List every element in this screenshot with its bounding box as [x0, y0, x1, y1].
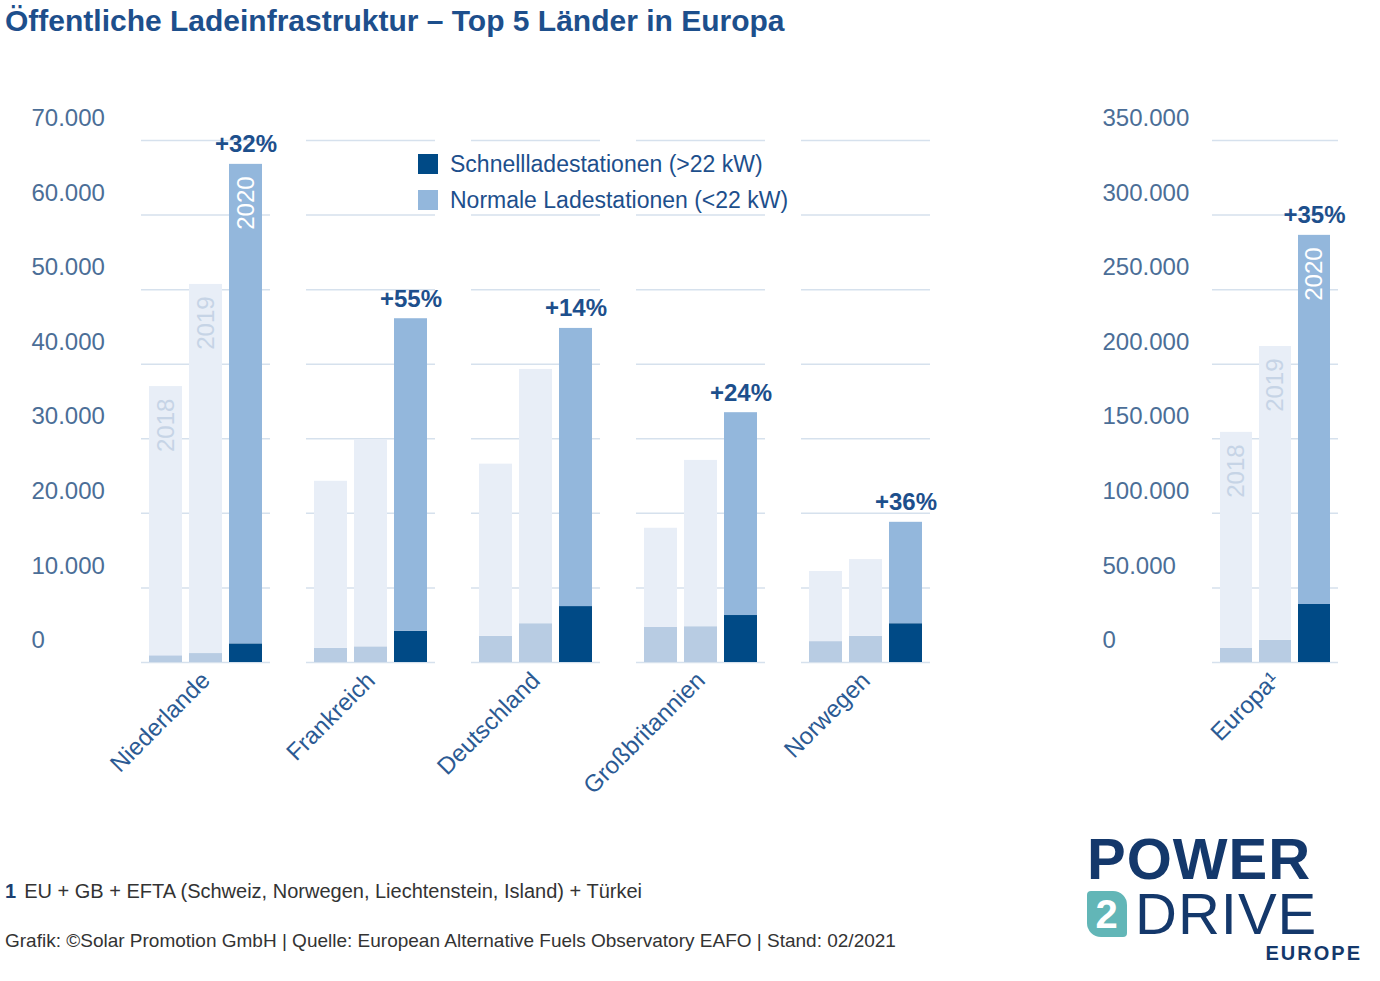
svg-text:2020: 2020	[232, 176, 259, 229]
svg-text:60.000: 60.000	[32, 179, 105, 206]
html-text:Öffentliche Ladeinfrastruktur: Öffentliche Ladeinfrastruktur – Top 5 Lä…	[5, 4, 785, 37]
svg-text:Norwegen: Norwegen	[779, 666, 875, 762]
html-text:POWER: POWER	[1087, 826, 1312, 891]
svg-text:Europa¹: Europa¹	[1205, 666, 1284, 745]
svg-text:+14%: +14%	[545, 294, 607, 321]
html-text:Normale Ladestationen (<22 kW): Normale Ladestationen (<22 kW)	[450, 186, 789, 213]
svg-text:350.000: 350.000	[1103, 104, 1190, 131]
svg-text:10.000: 10.000	[32, 552, 105, 579]
svg-text:50.000: 50.000	[32, 253, 105, 280]
svg-text:100.000: 100.000	[1103, 477, 1190, 504]
svg-text:2019: 2019	[192, 296, 219, 349]
svg-text:0: 0	[32, 626, 45, 653]
svg-text:50.000: 50.000	[1103, 552, 1176, 579]
svg-text:200.000: 200.000	[1103, 328, 1190, 355]
svg-text:+32%: +32%	[215, 130, 277, 157]
svg-text:40.000: 40.000	[32, 328, 105, 355]
svg-text:2018: 2018	[1222, 444, 1249, 497]
svg-text:70.000: 70.000	[32, 104, 105, 131]
svg-text:250.000: 250.000	[1103, 253, 1190, 280]
html-text:2 DRIVE: 2 DRIVE	[1095, 881, 1318, 946]
svg-text:+35%: +35%	[1283, 201, 1345, 228]
svg-text:2020: 2020	[1300, 247, 1327, 300]
svg-text:150.000: 150.000	[1103, 402, 1190, 429]
svg-text:+36%: +36%	[875, 488, 937, 515]
svg-text:0: 0	[1103, 626, 1116, 653]
svg-text:20.000: 20.000	[32, 477, 105, 504]
html-text:EUROPE: EUROPE	[1265, 942, 1362, 964]
svg-text:2019: 2019	[1261, 358, 1288, 411]
svg-text:Großbritannien: Großbritannien	[578, 666, 710, 798]
svg-text:Deutschland: Deutschland	[432, 666, 545, 779]
svg-text:300.000: 300.000	[1103, 179, 1190, 206]
svg-text:+24%: +24%	[710, 379, 772, 406]
html-text:Schnellladestationen (>22 kW): Schnellladestationen (>22 kW)	[450, 150, 763, 177]
svg-text:30.000: 30.000	[32, 402, 105, 429]
svg-text:+55%: +55%	[380, 285, 442, 312]
svg-text:Niederlande: Niederlande	[104, 666, 215, 777]
html-text:Grafik: ©Solar Promotion GmbH: Grafik: ©Solar Promotion GmbH | Quelle: …	[5, 930, 896, 951]
svg-text:2018: 2018	[152, 399, 179, 452]
html-text:1 EU + GB + EFTA (Schweiz, Nor: 1 EU + GB + EFTA (Schweiz, Norwegen, Lie…	[5, 880, 642, 902]
svg-text:Frankreich: Frankreich	[281, 666, 380, 765]
